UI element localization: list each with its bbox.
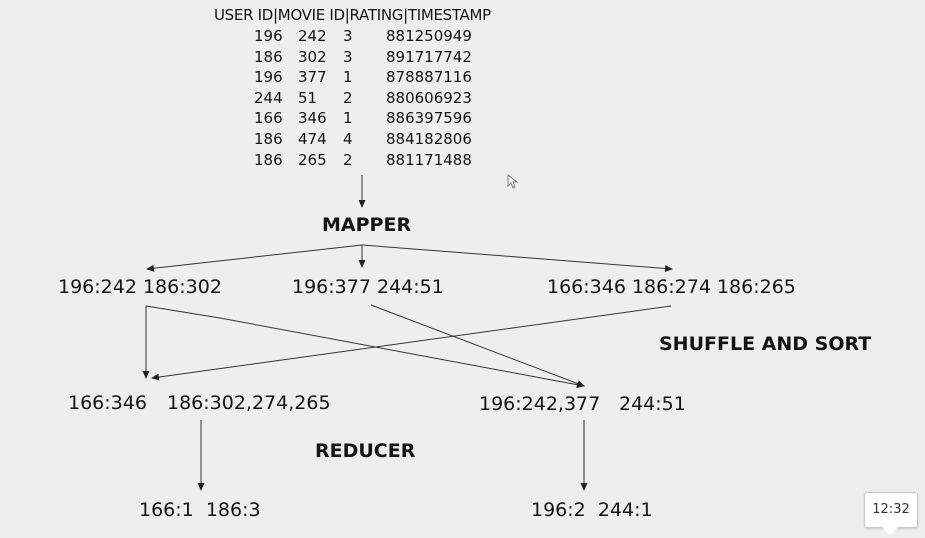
table-cell-movie-id: 302 — [298, 47, 327, 66]
reducer-output-left: 166:1 186:3 — [139, 499, 261, 521]
shuffle-output-244: 244:51 — [619, 393, 686, 415]
table-cell-timestamp: 886397596 — [386, 109, 472, 128]
table-cell-timestamp: 878887116 — [386, 68, 472, 87]
shuffle-label: SHUFFLE AND SORT — [659, 333, 872, 355]
mapper-output-left: 196:242 186:302 — [58, 276, 222, 298]
table-cell-movie-id: 242 — [298, 27, 327, 45]
table-row: 244 51 2 880606923 — [0, 89, 925, 109]
table-cell-rating: 1 — [343, 68, 353, 87]
table-cell-user-id: 196 — [254, 27, 283, 45]
table-cell-movie-id: 474 — [298, 130, 327, 148]
table-row: 196 242 3 881250949 — [0, 27, 925, 47]
arrow-right-cross — [151, 305, 672, 381]
table-cell-timestamp: 881171488 — [386, 150, 472, 169]
table-cell-movie-id: 51 — [298, 88, 318, 107]
mapper-output-center: 196:377 244:51 — [292, 276, 444, 298]
table-cell-user-id: 186 — [254, 47, 283, 66]
table-row: 196 377 1 878887116 — [0, 68, 925, 88]
shuffle-output-166: 166:346 — [68, 392, 147, 414]
mouse-cursor-icon — [507, 174, 519, 189]
arrow-center-cross — [370, 304, 585, 387]
mapper-label: MAPPER — [322, 214, 412, 236]
arrow-mapper-to-right — [361, 244, 673, 272]
table-cell-user-id: 244 — [254, 88, 283, 107]
table-cell-rating: 4 — [343, 130, 353, 148]
table-row: 166 346 1 886397596 — [0, 109, 925, 129]
table-cell-rating: 3 — [343, 47, 353, 66]
table-cell-timestamp: 880606923 — [386, 88, 472, 107]
table-cell-movie-id: 265 — [298, 150, 327, 169]
table-row: 186 474 4 884182806 — [0, 130, 925, 150]
table-cell-timestamp: 881250949 — [386, 27, 472, 45]
reducer-output-right: 196:2 244:1 — [531, 499, 653, 521]
table-cell-user-id: 186 — [254, 130, 283, 148]
table-cell-rating: 2 — [343, 88, 353, 107]
table-header: USER ID|MOVIE ID|RATING|TIMESTAMP — [214, 6, 491, 24]
table-cell-rating: 1 — [343, 109, 353, 128]
arrow-left-cross — [145, 305, 585, 389]
table-cell-rating: 3 — [343, 27, 353, 45]
table-cell-user-id: 166 — [254, 109, 283, 128]
shuffle-output-196: 196:242,377 — [479, 393, 601, 415]
shuffle-output-186: 186:302,274,265 — [167, 392, 331, 414]
table-cell-user-id: 186 — [254, 150, 283, 169]
arrow-mapper-to-left — [146, 244, 363, 272]
table-cell-timestamp: 884182806 — [386, 130, 472, 148]
table-cell-user-id: 196 — [254, 68, 283, 87]
table-cell-movie-id: 377 — [298, 68, 327, 87]
table-cell-timestamp: 891717742 — [386, 47, 472, 66]
table-cell-rating: 2 — [343, 150, 353, 169]
video-time-tooltip: 12:32 — [864, 492, 918, 535]
reducer-label: REDUCER — [315, 440, 416, 462]
table-row: 186 302 3 891717742 — [0, 48, 925, 68]
table-cell-movie-id: 346 — [298, 109, 327, 128]
table-row: 186 265 2 881171488 — [0, 151, 925, 171]
mapper-output-right: 166:346 186:274 186:265 — [547, 276, 796, 298]
